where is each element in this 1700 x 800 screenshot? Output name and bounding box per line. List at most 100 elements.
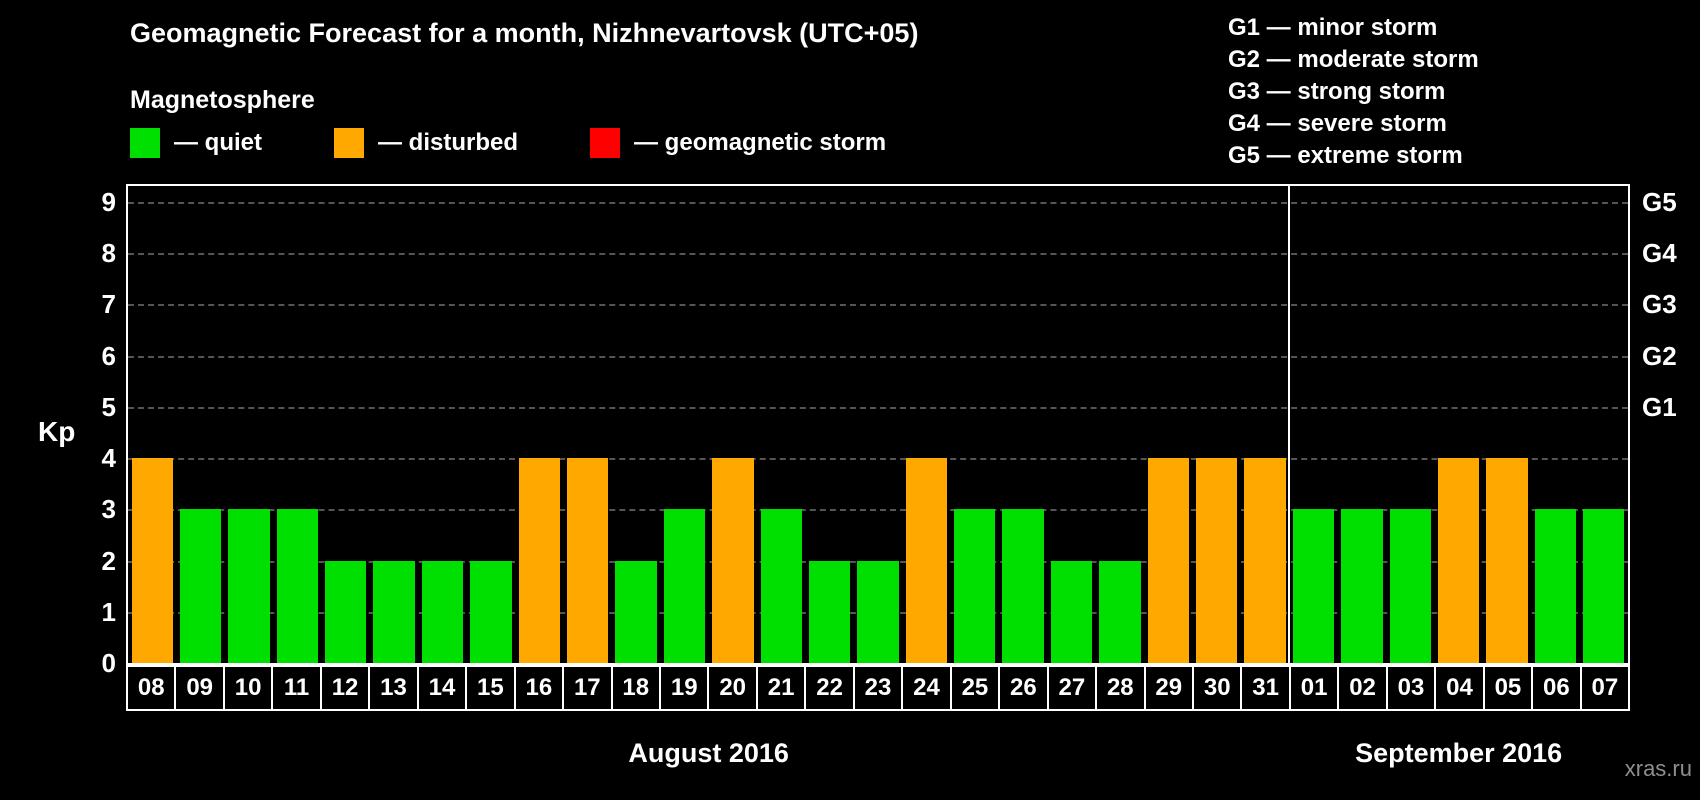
day-label-18: 18: [613, 667, 661, 709]
y-tick-label-8: 8: [101, 238, 116, 269]
quiet-color-swatch-icon: [130, 128, 160, 158]
gridline-kp-9: [128, 202, 1628, 204]
day-label-26: 26: [1000, 667, 1049, 709]
y-tick-label-0: 0: [101, 648, 116, 678]
day-label-16: 16: [516, 667, 565, 709]
y-tick-label-3: 3: [101, 494, 116, 525]
legend-label-storm: — geomagnetic storm: [634, 129, 887, 156]
kp-bar-day-06: [1534, 509, 1577, 663]
right-axis-label-g5: G5: [1642, 187, 1677, 217]
kp-bar-day-17: [566, 458, 609, 663]
day-label-20: 20: [709, 667, 758, 709]
status-legend: — quiet — disturbed — geomagnetic storm: [130, 128, 958, 158]
g-scale-legend-g1: G1 — minor storm: [1228, 14, 1438, 41]
kp-bar-day-11: [276, 509, 319, 663]
kp-bar-day-19: [663, 509, 706, 663]
y-tick-label-4: 4: [101, 443, 116, 474]
g-scale-legend-g3: G3 — strong storm: [1228, 78, 1446, 105]
legend-item-storm: — geomagnetic storm: [590, 128, 886, 158]
kp-bar-day-29: [1147, 458, 1189, 663]
kp-bar-day-31: [1244, 458, 1286, 663]
kp-bar-day-18: [615, 560, 657, 663]
kp-bar-day-30: [1196, 458, 1238, 663]
kp-bar-day-03: [1389, 509, 1431, 663]
kp-bar-day-27: [1050, 560, 1093, 663]
kp-bar-day-21: [760, 509, 802, 663]
day-label-31: 31: [1242, 667, 1291, 709]
day-label-11: 11: [273, 667, 322, 709]
kp-bar-day-13: [373, 560, 415, 663]
kp-bar-day-23: [857, 560, 899, 663]
y-axis-label: Kp: [38, 416, 76, 447]
kp-bar-day-10: [228, 509, 270, 663]
g-scale-legend-g5: G5 — extreme storm: [1228, 142, 1463, 169]
gridline-kp-3: [128, 509, 1628, 512]
day-label-06: 06: [1533, 667, 1582, 709]
day-label-24: 24: [903, 667, 952, 709]
legend-heading: Magnetosphere: [130, 86, 315, 114]
kp-bar-day-15: [470, 560, 512, 663]
day-label-07: 07: [1591, 674, 1619, 701]
day-label-23: 23: [855, 667, 904, 709]
kp-bar-day-16: [518, 458, 560, 663]
storm-color-swatch-icon: [590, 128, 621, 158]
kp-bar-day-12: [325, 560, 367, 663]
kp-bar-day-24: [905, 458, 948, 663]
day-label-10: 10: [225, 667, 274, 709]
legend-label-quiet: — quiet: [174, 129, 262, 156]
g-scale-legend-g4: G4 — severe storm: [1228, 110, 1447, 137]
day-label-02: 02: [1339, 667, 1388, 709]
chart-title: Geomagnetic Forecast for a month, Nizhne…: [130, 18, 919, 48]
day-label-27: 27: [1049, 667, 1098, 709]
day-label-17: 17: [564, 667, 613, 709]
y-tick-label-6: 6: [101, 340, 116, 371]
kp-bar-day-09: [179, 509, 222, 663]
kp-bar-day-04: [1437, 458, 1480, 663]
y-tick-label-9: 9: [101, 187, 116, 217]
day-label-09: 09: [176, 667, 225, 709]
kp-bar-day-28: [1099, 560, 1141, 663]
y-tick-label-2: 2: [101, 545, 116, 576]
kp-bar-day-02: [1341, 509, 1383, 663]
right-axis-label-g1: G1: [1642, 391, 1677, 422]
day-label-12: 12: [322, 667, 371, 709]
kp-bar-day-25: [954, 509, 996, 663]
y-tick-label-7: 7: [101, 289, 116, 320]
g-scale-legend-g2: G2 — moderate storm: [1228, 46, 1479, 73]
day-label-04: 04: [1436, 667, 1485, 709]
day-label-15: 15: [467, 667, 516, 709]
gridline-kp-4: [128, 458, 1628, 461]
right-axis-label-g2: G2: [1642, 340, 1677, 371]
day-label-22: 22: [806, 667, 855, 709]
kp-bar-day-22: [808, 560, 851, 663]
kp-bar-day-05: [1486, 458, 1528, 663]
day-label-row: 08 09 10 11 12 13 14 15 16 17 18 19 20 21 22 23 24 25 26 27…: [126, 665, 1630, 711]
day-label-01: 01: [1291, 667, 1340, 709]
day-label-19: 19: [661, 667, 710, 709]
kp-bar-day-26: [1002, 509, 1044, 663]
right-axis-label-g4: G4: [1642, 238, 1677, 269]
gridline-kp-6: [128, 355, 1628, 358]
legend-item-quiet: — quiet: [130, 128, 262, 158]
day-label-28: 28: [1097, 667, 1146, 709]
day-label-25: 25: [952, 667, 1001, 709]
month-label: August 2016: [628, 738, 789, 768]
right-axis-label-g3: G3: [1642, 289, 1677, 320]
y-tick-label-1: 1: [101, 596, 116, 627]
kp-bar-day-20: [712, 458, 754, 663]
g-scale-legend: G1 — minor storm G2 — moderate storm G3 …: [1228, 12, 1479, 172]
gridline-kp-8: [128, 253, 1628, 256]
day-label-13: 13: [370, 667, 419, 709]
day-label-14: 14: [419, 667, 468, 709]
watermark: xras.ru: [1624, 756, 1692, 781]
legend-label-disturbed: — disturbed: [378, 129, 519, 156]
month-label: September 2016: [1355, 738, 1563, 768]
day-label-05: 05: [1485, 667, 1534, 709]
kp-bar-day-07: [1583, 509, 1625, 663]
kp-bar-day-01: [1292, 509, 1335, 663]
kp-bar-day-08: [131, 458, 173, 663]
month-separator: [1288, 186, 1291, 663]
day-label-29: 29: [1146, 667, 1194, 709]
day-label-08: 08: [128, 667, 177, 709]
